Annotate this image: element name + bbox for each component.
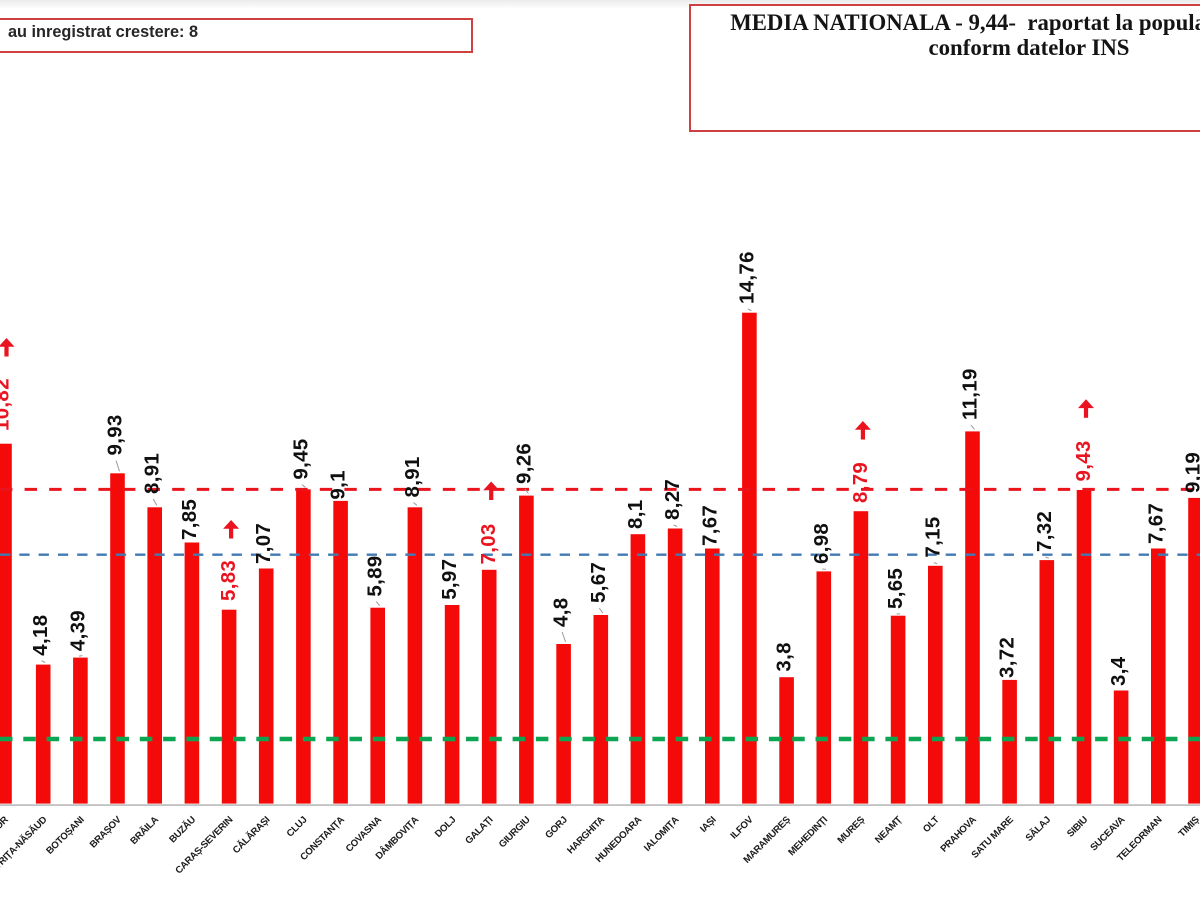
svg-text:4,8: 4,8 (550, 598, 573, 627)
svg-text:GORJ: GORJ (543, 815, 569, 841)
svg-text:8,27: 8,27 (661, 479, 684, 520)
svg-text:5,65: 5,65 (884, 568, 907, 609)
svg-text:MUREȘ: MUREȘ (836, 814, 868, 846)
svg-text:TIMIȘ: TIMIȘ (1177, 814, 1200, 840)
svg-text:SUCEAVA: SUCEAVA (1088, 814, 1127, 853)
svg-text:CLUJ: CLUJ (285, 815, 310, 840)
svg-text:8,1: 8,1 (624, 500, 647, 529)
svg-text:BUZĂU: BUZĂU (167, 814, 198, 845)
svg-text:5,67: 5,67 (587, 562, 610, 603)
svg-text:GIURGIU: GIURGIU (497, 814, 533, 850)
svg-text:8,91: 8,91 (141, 453, 164, 494)
svg-text:7,03: 7,03 (477, 523, 500, 564)
svg-text:GALAȚI: GALAȚI (463, 814, 495, 846)
svg-text:9,1: 9,1 (327, 470, 350, 499)
svg-text:7,15: 7,15 (921, 516, 944, 557)
svg-text:3,72: 3,72 (996, 637, 1019, 678)
svg-text:7,85: 7,85 (178, 499, 201, 540)
svg-text:CĂLĂRAȘI: CĂLĂRAȘI (231, 814, 273, 856)
svg-text:BRAȘOV: BRAȘOV (88, 814, 124, 850)
svg-text:DOLJ: DOLJ (433, 815, 458, 840)
svg-text:OLT: OLT (921, 814, 942, 835)
svg-text:11,19: 11,19 (959, 368, 982, 420)
svg-text:3,8: 3,8 (773, 642, 796, 671)
svg-text:8,91: 8,91 (401, 456, 424, 497)
svg-text:5,97: 5,97 (438, 559, 461, 600)
svg-text:BIHOR: BIHOR (0, 814, 11, 843)
svg-text:ILFOV: ILFOV (729, 814, 756, 841)
svg-text:4,18: 4,18 (29, 615, 52, 656)
svg-text:8,79: 8,79 (849, 462, 872, 503)
svg-text:BRĂILA: BRĂILA (128, 814, 161, 847)
svg-text:9,45: 9,45 (289, 438, 312, 479)
svg-text:9,43: 9,43 (1072, 440, 1095, 481)
svg-text:NEAMȚ: NEAMȚ (873, 814, 904, 845)
svg-text:7,67: 7,67 (1144, 503, 1167, 544)
svg-text:3,4: 3,4 (1107, 656, 1130, 686)
svg-text:7,07: 7,07 (252, 523, 275, 564)
svg-text:SIBIU: SIBIU (1065, 814, 1090, 839)
svg-text:BOTOȘANI: BOTOȘANI (44, 814, 87, 857)
svg-text:5,83: 5,83 (217, 560, 240, 601)
svg-text:MEHEDINȚI: MEHEDINȚI (786, 814, 830, 858)
svg-text:7,67: 7,67 (698, 505, 721, 546)
svg-text:6,98: 6,98 (810, 523, 833, 564)
svg-text:9,26: 9,26 (512, 443, 535, 484)
svg-text:9,93: 9,93 (104, 414, 127, 455)
svg-text:9,19: 9,19 (1182, 452, 1200, 493)
svg-text:SĂLAJ: SĂLAJ (1024, 815, 1053, 844)
svg-text:IAȘI: IAȘI (698, 814, 719, 835)
svg-text:7,32: 7,32 (1033, 511, 1056, 552)
svg-text:IALOMIȚA: IALOMIȚA (642, 814, 681, 853)
svg-text:10,82: 10,82 (0, 378, 14, 431)
svg-text:5,89: 5,89 (364, 555, 387, 596)
svg-text:14,76: 14,76 (735, 251, 758, 304)
svg-text:4,39: 4,39 (66, 610, 89, 651)
